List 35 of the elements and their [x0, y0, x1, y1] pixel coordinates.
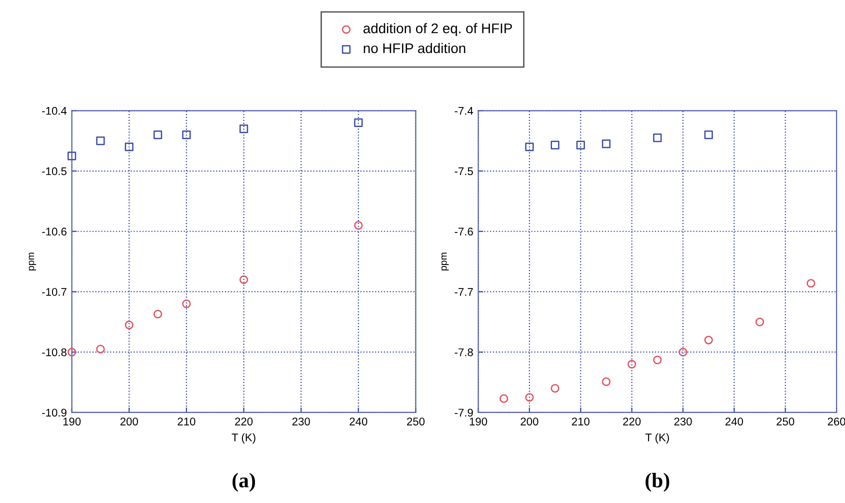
x-tick-label: 230: [674, 418, 692, 426]
y-tick-label: -10.8: [42, 348, 66, 356]
x-tick-label: 200: [520, 418, 538, 426]
y-tick-label: -10.7: [42, 288, 66, 296]
y-tick-label: -7.5: [454, 167, 473, 176]
y-tick-label: -10.6: [42, 228, 66, 236]
legend-label: no HFIP addition: [364, 42, 466, 54]
x-tick-label: 250: [407, 418, 425, 426]
x-tick-label: 220: [623, 418, 641, 426]
x-tick-label: 260: [828, 418, 845, 426]
y-tick-label: -7.8: [454, 348, 473, 356]
x-tick-label: 220: [235, 418, 253, 426]
text: (b): [646, 472, 670, 492]
y-tick-label: -7.6: [454, 228, 473, 236]
y-axis-title: ppm: [28, 252, 36, 270]
y-tick-label: -10.9: [42, 408, 66, 417]
text: (a): [232, 472, 256, 492]
y-tick-label: -7.7: [454, 288, 473, 296]
x-tick-label: 210: [178, 418, 196, 426]
x-tick-label: 190: [63, 418, 81, 426]
y-axis-title: ppm: [441, 252, 449, 270]
y-tick-label: -10.5: [42, 167, 66, 176]
x-tick-label: 200: [120, 418, 138, 426]
y-tick-label: -10.4: [42, 106, 67, 115]
y-tick-label: -7.4: [454, 107, 474, 115]
x-axis-title: T (K): [232, 433, 256, 444]
x-tick-label: 190: [470, 418, 488, 426]
x-tick-label: 210: [572, 418, 590, 426]
y-tick-label: -7.9: [454, 408, 473, 417]
x-tick-label: 230: [292, 418, 310, 426]
x-tick-label: 250: [776, 418, 794, 426]
legend-label: addition of 2 eq. of HFIP: [363, 23, 512, 36]
x-axis-title: T (K): [645, 433, 669, 444]
x-tick-label: 240: [350, 418, 368, 426]
x-tick-label: 240: [725, 418, 744, 426]
